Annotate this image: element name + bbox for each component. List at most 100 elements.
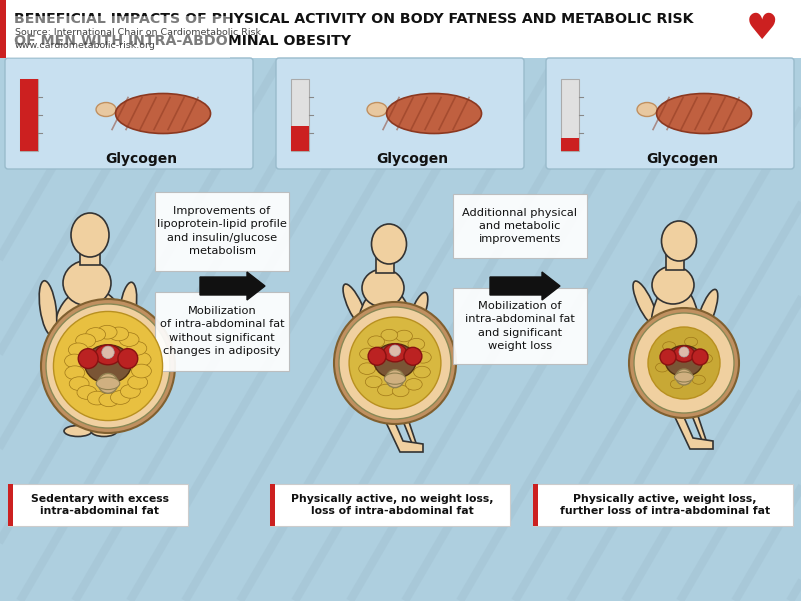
Text: Physically active, weight loss,
further loss of intra-abdominal fat: Physically active, weight loss, further …: [560, 494, 770, 516]
Circle shape: [98, 373, 118, 393]
Ellipse shape: [657, 94, 751, 133]
Ellipse shape: [674, 346, 694, 362]
Text: Improvements of
lipoprotein-lipid profile
and insulin/glucose
metabolism: Improvements of lipoprotein-lipid profil…: [157, 206, 287, 256]
Circle shape: [102, 346, 115, 359]
Ellipse shape: [54, 288, 126, 378]
Bar: [291, 79, 309, 151]
Circle shape: [692, 349, 708, 365]
Ellipse shape: [111, 391, 131, 404]
Ellipse shape: [95, 345, 121, 365]
Ellipse shape: [96, 377, 120, 389]
Ellipse shape: [387, 94, 481, 133]
Ellipse shape: [85, 345, 131, 383]
Bar: [666, 254, 684, 270]
Circle shape: [648, 327, 720, 399]
Text: Physically active, no weight loss,
loss of intra-abdominal fat: Physically active, no weight loss, loss …: [291, 494, 493, 516]
Ellipse shape: [71, 213, 109, 257]
Text: ♥: ♥: [746, 12, 779, 46]
Bar: [80, 245, 100, 265]
Ellipse shape: [65, 354, 84, 368]
Ellipse shape: [115, 94, 211, 133]
Ellipse shape: [119, 282, 137, 334]
Ellipse shape: [357, 287, 413, 375]
Text: OF MEN WITH INTRA-ABDOMINAL OBESITY: OF MEN WITH INTRA-ABDOMINAL OBESITY: [14, 34, 351, 48]
Ellipse shape: [343, 284, 367, 328]
Bar: [8, 484, 188, 526]
Ellipse shape: [670, 380, 683, 389]
FancyArrow shape: [200, 272, 265, 300]
Ellipse shape: [372, 224, 406, 264]
Circle shape: [368, 347, 386, 365]
FancyBboxPatch shape: [453, 194, 587, 258]
Circle shape: [679, 347, 689, 357]
Ellipse shape: [75, 334, 95, 347]
Polygon shape: [681, 363, 707, 443]
Ellipse shape: [384, 373, 405, 384]
Ellipse shape: [374, 344, 416, 379]
Ellipse shape: [131, 352, 151, 366]
Text: BENEFICIAL IMPACTS OF PHYSICAL ACTIVITY ON BODY FATNESS AND METABOLIC RISK: BENEFICIAL IMPACTS OF PHYSICAL ACTIVITY …: [14, 12, 694, 26]
Bar: [376, 257, 394, 273]
Bar: [561, 138, 579, 151]
FancyArrow shape: [490, 272, 560, 300]
Ellipse shape: [408, 338, 425, 350]
Ellipse shape: [119, 333, 139, 346]
Polygon shape: [661, 363, 713, 449]
Ellipse shape: [696, 290, 718, 337]
Text: Glycogen: Glycogen: [376, 152, 449, 166]
Circle shape: [676, 369, 692, 385]
Ellipse shape: [63, 260, 111, 305]
FancyBboxPatch shape: [6, 16, 230, 58]
Circle shape: [46, 304, 170, 428]
Circle shape: [41, 299, 175, 433]
Text: Glycogen: Glycogen: [646, 152, 718, 166]
Ellipse shape: [68, 343, 88, 357]
Ellipse shape: [77, 386, 97, 399]
Circle shape: [386, 370, 404, 388]
Text: Additionnal physical
and metabolic
improvements: Additionnal physical and metabolic impro…: [462, 208, 578, 244]
Ellipse shape: [39, 281, 57, 335]
Polygon shape: [391, 366, 417, 446]
Circle shape: [404, 347, 422, 365]
Circle shape: [629, 308, 739, 418]
Bar: [270, 484, 510, 526]
Bar: [0, 0, 6, 58]
Circle shape: [349, 317, 441, 409]
Ellipse shape: [652, 266, 694, 304]
Circle shape: [118, 349, 138, 368]
Ellipse shape: [651, 284, 699, 372]
Bar: [270, 484, 275, 526]
Circle shape: [634, 313, 734, 413]
Text: Glycogen: Glycogen: [105, 152, 177, 166]
Ellipse shape: [120, 385, 140, 398]
FancyBboxPatch shape: [5, 58, 253, 169]
Ellipse shape: [406, 292, 428, 340]
Ellipse shape: [91, 426, 117, 436]
Ellipse shape: [131, 364, 151, 378]
Ellipse shape: [96, 103, 116, 117]
Ellipse shape: [368, 336, 384, 347]
Ellipse shape: [99, 393, 119, 407]
Ellipse shape: [89, 349, 115, 427]
Ellipse shape: [633, 281, 657, 325]
Bar: [561, 79, 579, 151]
Ellipse shape: [383, 344, 407, 362]
Bar: [20, 79, 38, 151]
Bar: [533, 484, 793, 526]
Ellipse shape: [359, 363, 376, 374]
Ellipse shape: [666, 346, 702, 376]
Ellipse shape: [360, 348, 376, 360]
Ellipse shape: [392, 385, 409, 397]
Ellipse shape: [87, 391, 107, 405]
Bar: [20, 79, 38, 151]
Ellipse shape: [415, 352, 431, 363]
Ellipse shape: [699, 354, 712, 363]
Ellipse shape: [127, 341, 147, 355]
FancyBboxPatch shape: [276, 58, 524, 169]
Ellipse shape: [637, 103, 657, 117]
FancyBboxPatch shape: [155, 192, 289, 270]
Bar: [8, 484, 13, 526]
Ellipse shape: [362, 269, 404, 307]
Ellipse shape: [377, 384, 394, 396]
Ellipse shape: [413, 366, 430, 378]
